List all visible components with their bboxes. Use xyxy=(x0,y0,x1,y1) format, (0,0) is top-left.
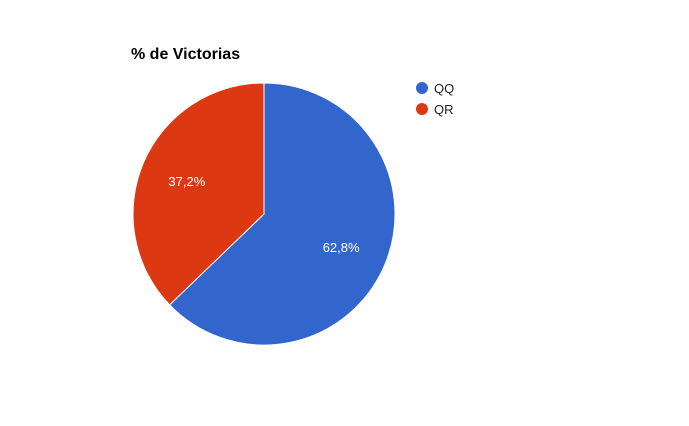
slice-label-qr: 37,2% xyxy=(168,174,205,189)
legend-marker-qq xyxy=(416,82,428,94)
pie-slices xyxy=(132,82,396,346)
legend-marker-qr xyxy=(416,103,428,115)
slice-label-qq: 62,8% xyxy=(323,240,360,255)
chart-title: % de Victorias xyxy=(131,46,240,63)
legend-label-qr: QR xyxy=(434,102,454,117)
pie-slice-qr[interactable] xyxy=(132,82,265,306)
slice-labels: 62,8% 37,2% xyxy=(168,174,360,255)
legend: QQ QR xyxy=(416,81,454,117)
pie-slice-qq[interactable] xyxy=(168,82,396,346)
legend-label-qq: QQ xyxy=(434,81,454,96)
